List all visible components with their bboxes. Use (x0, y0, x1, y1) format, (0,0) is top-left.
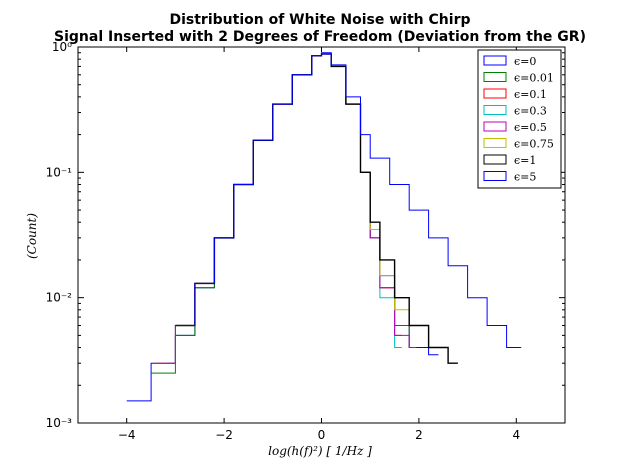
plot-frame (77, 46, 566, 424)
legend-swatch (483, 138, 507, 148)
legend-label: ϵ=0.5 (514, 121, 547, 134)
x-tick-label: −2 (215, 428, 233, 442)
legend-label: ϵ=0 (514, 55, 536, 68)
series-line-7 (175, 53, 522, 348)
legend-label: ϵ=0.01 (514, 72, 554, 85)
axis-layer: −4 −2 0 2 4 10⁻³ 10⁻² 10⁻¹ 10⁰ (46, 40, 565, 442)
x-tick-label: 4 (512, 428, 520, 442)
y-tick-label: 10⁰ (52, 40, 72, 54)
legend-swatch (483, 88, 507, 99)
legend-swatch (483, 121, 507, 132)
x-tick-label: 0 (318, 428, 326, 442)
legend-label: ϵ=1 (514, 154, 536, 167)
legend-label: ϵ=5 (514, 171, 536, 184)
legend-swatch (483, 105, 507, 115)
legend-label: ϵ=0.3 (514, 105, 547, 118)
series-layer (126, 52, 522, 402)
chart-title-line-1: Distribution of White Noise with Chirp (169, 12, 470, 28)
x-tick-label: 2 (415, 428, 423, 442)
y-tick-label: 10⁻¹ (46, 165, 73, 179)
legend-swatch (483, 171, 507, 181)
legend-swatch (483, 72, 507, 82)
y-axis-label: (Count) (25, 213, 39, 259)
chart-title-line-2: Signal Inserted with 2 Degrees of Freedo… (54, 29, 586, 45)
y-tick-label: 10⁻³ (46, 416, 73, 430)
x-tick-label: −4 (118, 428, 136, 442)
legend-label: ϵ=0.1 (514, 88, 547, 101)
legend-swatch (483, 55, 507, 66)
legend: ϵ=0 ϵ=0.01 ϵ=0.1 ϵ=0.3 ϵ=0.5 ϵ=0.75 ϵ=1 ϵ=5 (477, 49, 562, 189)
y-tick-label: 10⁻² (46, 291, 73, 305)
x-axis-label: log(h(f)²) [ 1/Hz ] (268, 444, 372, 458)
legend-label: ϵ=0.75 (514, 138, 554, 151)
legend-swatch (483, 154, 507, 165)
